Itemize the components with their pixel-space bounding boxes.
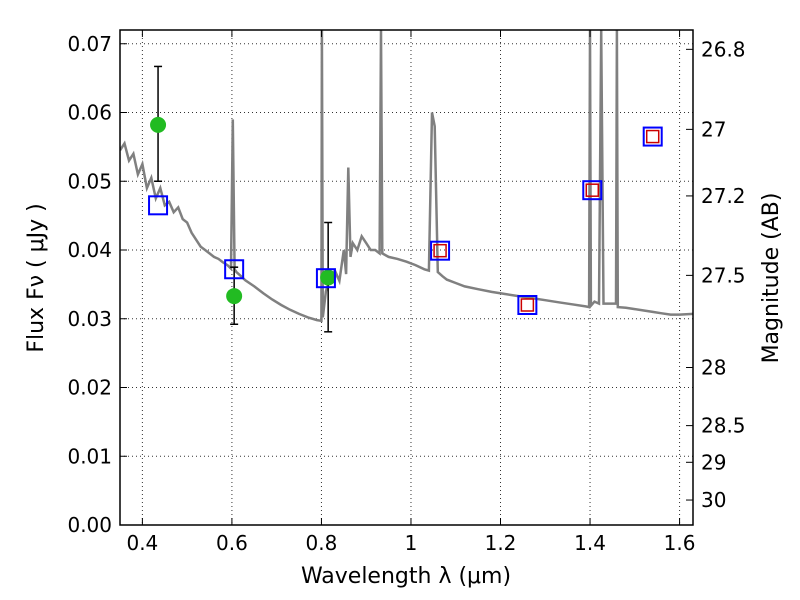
observed-flux-point	[320, 269, 337, 286]
grid-lines	[120, 30, 693, 525]
right-axis-label: Magnitude (AB)	[759, 193, 784, 364]
y-tick-label: 0.05	[67, 169, 112, 193]
model-band-point	[517, 295, 538, 315]
y-tick-label: 0.07	[67, 32, 112, 56]
model-spectrum-line	[120, 30, 693, 323]
observed-flux-point	[226, 288, 243, 305]
y-tick-label: 0.06	[67, 101, 112, 125]
y-tick-label: 0.03	[67, 307, 112, 331]
model-band-point	[430, 240, 451, 261]
model-band-inner	[585, 183, 600, 197]
model-band-inner	[433, 243, 447, 258]
mag-tick-label: 26.8	[701, 37, 746, 61]
mag-tick-label: 28	[701, 355, 726, 379]
mag-tick-label: 27	[701, 117, 726, 141]
x-tick-label: 1.4	[574, 531, 606, 555]
mag-tick-label: 30	[701, 488, 726, 512]
x-tick-label: 1	[405, 531, 418, 555]
y-axis-label: Flux Fν ( μJy )	[24, 203, 49, 352]
mag-tick-label: 28.5	[701, 414, 746, 438]
mag-tick-label: 27.2	[701, 184, 746, 208]
x-axis-label: Wavelength λ (μm)	[301, 564, 511, 589]
observed-flux-point	[150, 116, 167, 133]
model-band-inner	[645, 129, 660, 144]
y-tick-label: 0.02	[67, 376, 112, 400]
model-band-point	[148, 195, 169, 216]
model-band-point	[582, 180, 603, 201]
x-tick-label: 1.2	[485, 531, 517, 555]
data-series	[120, 30, 693, 333]
x-tick-label: 0.4	[126, 531, 158, 555]
model-band-point	[315, 268, 336, 289]
axes: 0.4 0.6 0.8 1 1.2 1.4 1.6 0.00 0.01 0.02 0.03 0.04 0…	[67, 30, 746, 555]
model-band-point	[224, 259, 245, 280]
model-band-inner	[520, 298, 535, 312]
y-tick-label: 0.01	[67, 444, 112, 468]
mag-tick-label: 27.5	[701, 263, 746, 287]
y-tick-label: 0.00	[67, 513, 112, 537]
model-band-point	[642, 126, 663, 147]
x-tick-label: 0.8	[306, 531, 338, 555]
x-tick-label: 1.6	[664, 531, 696, 555]
x-tick-label: 0.6	[216, 531, 248, 555]
plot-frame	[119, 29, 694, 526]
y-tick-label: 0.04	[67, 238, 112, 262]
mag-tick-label: 29	[701, 450, 726, 474]
